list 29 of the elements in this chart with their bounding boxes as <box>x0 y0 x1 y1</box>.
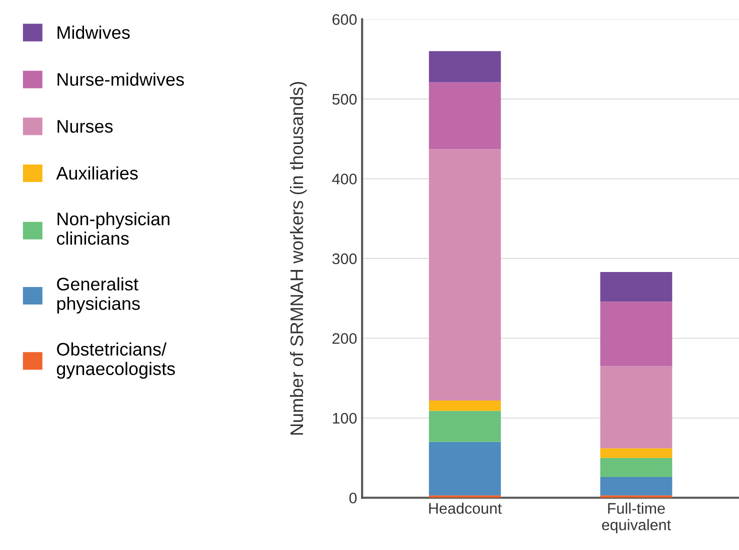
bar <box>428 410 501 442</box>
y-tick-label: 300 <box>332 253 357 264</box>
bar <box>600 458 672 478</box>
y-tick-label: 100 <box>332 412 357 424</box>
bar <box>428 51 501 82</box>
legend-label: Generalist physicians <box>57 277 140 314</box>
bar <box>428 442 501 496</box>
y-tick-label: 0 <box>349 492 357 504</box>
bar <box>428 82 501 150</box>
legend-label: Non-physician clinicians <box>56 212 170 245</box>
bar <box>428 149 501 400</box>
legend-label: Auxiliaries <box>56 166 138 180</box>
x-tick-label: Headcount <box>429 502 502 514</box>
bar <box>428 400 501 411</box>
x-tick-label: Full-time equivalent <box>602 502 671 534</box>
bar <box>600 302 672 366</box>
legend-label: Obstetricians/ gynaecologists <box>56 342 175 379</box>
bar <box>600 272 672 302</box>
bar <box>600 477 672 496</box>
y-tick-label: 500 <box>332 94 357 105</box>
y-tick-label: 400 <box>332 174 357 184</box>
legend-label: Midwives <box>58 26 130 39</box>
legend-label: Nurses <box>58 120 113 133</box>
bar <box>600 366 672 448</box>
y-axis-title: Number of SRMNAH workers (in thousands) <box>290 82 307 435</box>
bar <box>600 448 672 458</box>
y-tick-label: 200 <box>332 333 357 344</box>
legend-label: Nurse-midwives <box>58 72 184 86</box>
y-tick-label: 600 <box>332 14 357 25</box>
